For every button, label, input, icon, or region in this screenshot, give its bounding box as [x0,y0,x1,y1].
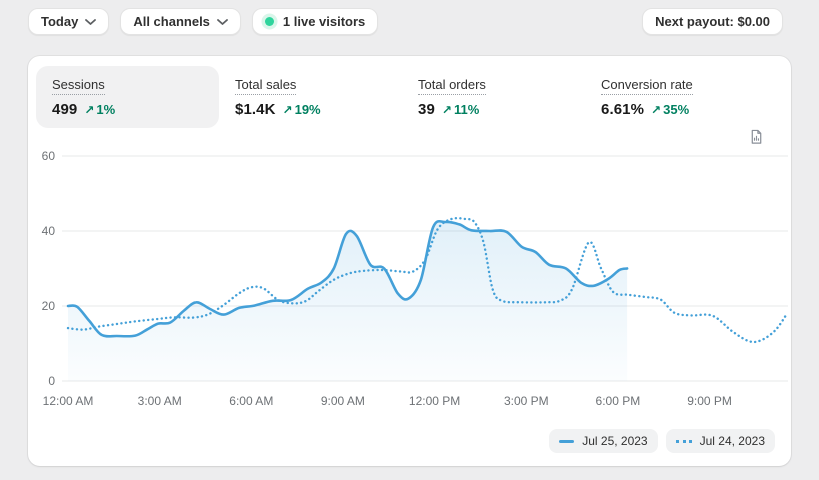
next-payout-button[interactable]: Next payout: $0.00 [642,8,783,35]
metric-tab-total-sales[interactable]: Total sales $1.4K ↗ 19% [219,66,402,128]
metric-delta: ↗ 35% [651,102,689,117]
svg-text:3:00 AM: 3:00 AM [138,394,182,408]
legend-item-jul-25[interactable]: Jul 25, 2023 [549,429,658,453]
chevron-down-icon [85,18,97,26]
legend-label: Jul 24, 2023 [699,434,765,448]
metric-delta: ↗ 19% [283,102,321,117]
live-visitors-label: 1 live visitors [282,14,366,29]
chart-legend: Jul 25, 2023 Jul 24, 2023 [549,429,775,453]
trend-up-icon: ↗ [282,103,293,117]
metric-label: Total sales [235,77,297,95]
sessions-chart-svg[interactable]: 0 20 40 60 12:00 AM 3:00 AM 6:00 AM 9:00 AM 12:0… [28,142,791,442]
legend-item-jul-24[interactable]: Jul 24, 2023 [665,429,775,453]
metric-delta-value: 19% [294,102,321,117]
dotted-line-icon [675,439,692,443]
sessions-chart[interactable]: 0 20 40 60 12:00 AM 3:00 AM 6:00 AM 9:00 AM 12:0… [28,142,791,442]
next-payout-label: Next payout: $0.00 [655,14,770,29]
legend-label: Jul 25, 2023 [582,434,648,448]
channel-filter-button[interactable]: All channels [120,8,241,35]
channel-filter-label: All channels [133,14,210,29]
svg-text:9:00 AM: 9:00 AM [321,394,365,408]
analytics-card: Sessions 499 ↗ 1% Total sales $1.4K ↗ 19… [28,56,791,466]
metric-label: Conversion rate [601,77,693,95]
solid-line-icon [559,439,575,443]
metric-delta-value: 11% [453,102,480,117]
svg-text:0: 0 [48,374,55,388]
metrics-row: Sessions 499 ↗ 1% Total sales $1.4K ↗ 19… [36,66,768,128]
metric-delta: ↗ 1% [84,102,115,117]
svg-text:12:00 PM: 12:00 PM [409,394,460,408]
metric-delta-value: 1% [96,102,116,117]
metric-tab-total-orders[interactable]: Total orders 39 ↗ 11% [402,66,585,128]
svg-text:40: 40 [42,224,56,238]
metric-tab-conversion-rate[interactable]: Conversion rate 6.61% ↗ 35% [585,66,768,128]
metric-value: 6.61% [601,101,645,118]
report-icon [749,129,764,145]
metric-tab-sessions[interactable]: Sessions 499 ↗ 1% [36,66,219,128]
svg-text:6:00 PM: 6:00 PM [596,394,641,408]
metric-delta: ↗ 11% [442,102,479,117]
metric-label: Total orders [418,77,486,95]
metric-delta-value: 35% [663,102,690,117]
svg-text:6:00 AM: 6:00 AM [229,394,273,408]
live-visitors-badge[interactable]: 1 live visitors [251,8,379,35]
date-filter-button[interactable]: Today [28,8,110,35]
live-dot-icon [264,17,274,26]
svg-text:60: 60 [42,149,56,163]
metric-label: Sessions [52,77,105,95]
topbar: Today All channels 1 live visitors Next … [28,8,783,35]
svg-text:12:00 AM: 12:00 AM [43,394,94,408]
trend-up-icon: ↗ [84,103,95,117]
svg-text:9:00 PM: 9:00 PM [687,394,732,408]
trend-up-icon: ↗ [651,103,662,117]
metric-value: $1.4K [235,101,276,118]
view-report-button[interactable] [745,126,767,148]
metric-value: 499 [52,101,78,118]
svg-text:3:00 PM: 3:00 PM [504,394,549,408]
date-filter-label: Today [41,14,79,29]
trend-up-icon: ↗ [441,103,452,117]
chevron-down-icon [217,18,228,26]
metric-value: 39 [418,101,435,118]
svg-text:20: 20 [42,299,56,313]
